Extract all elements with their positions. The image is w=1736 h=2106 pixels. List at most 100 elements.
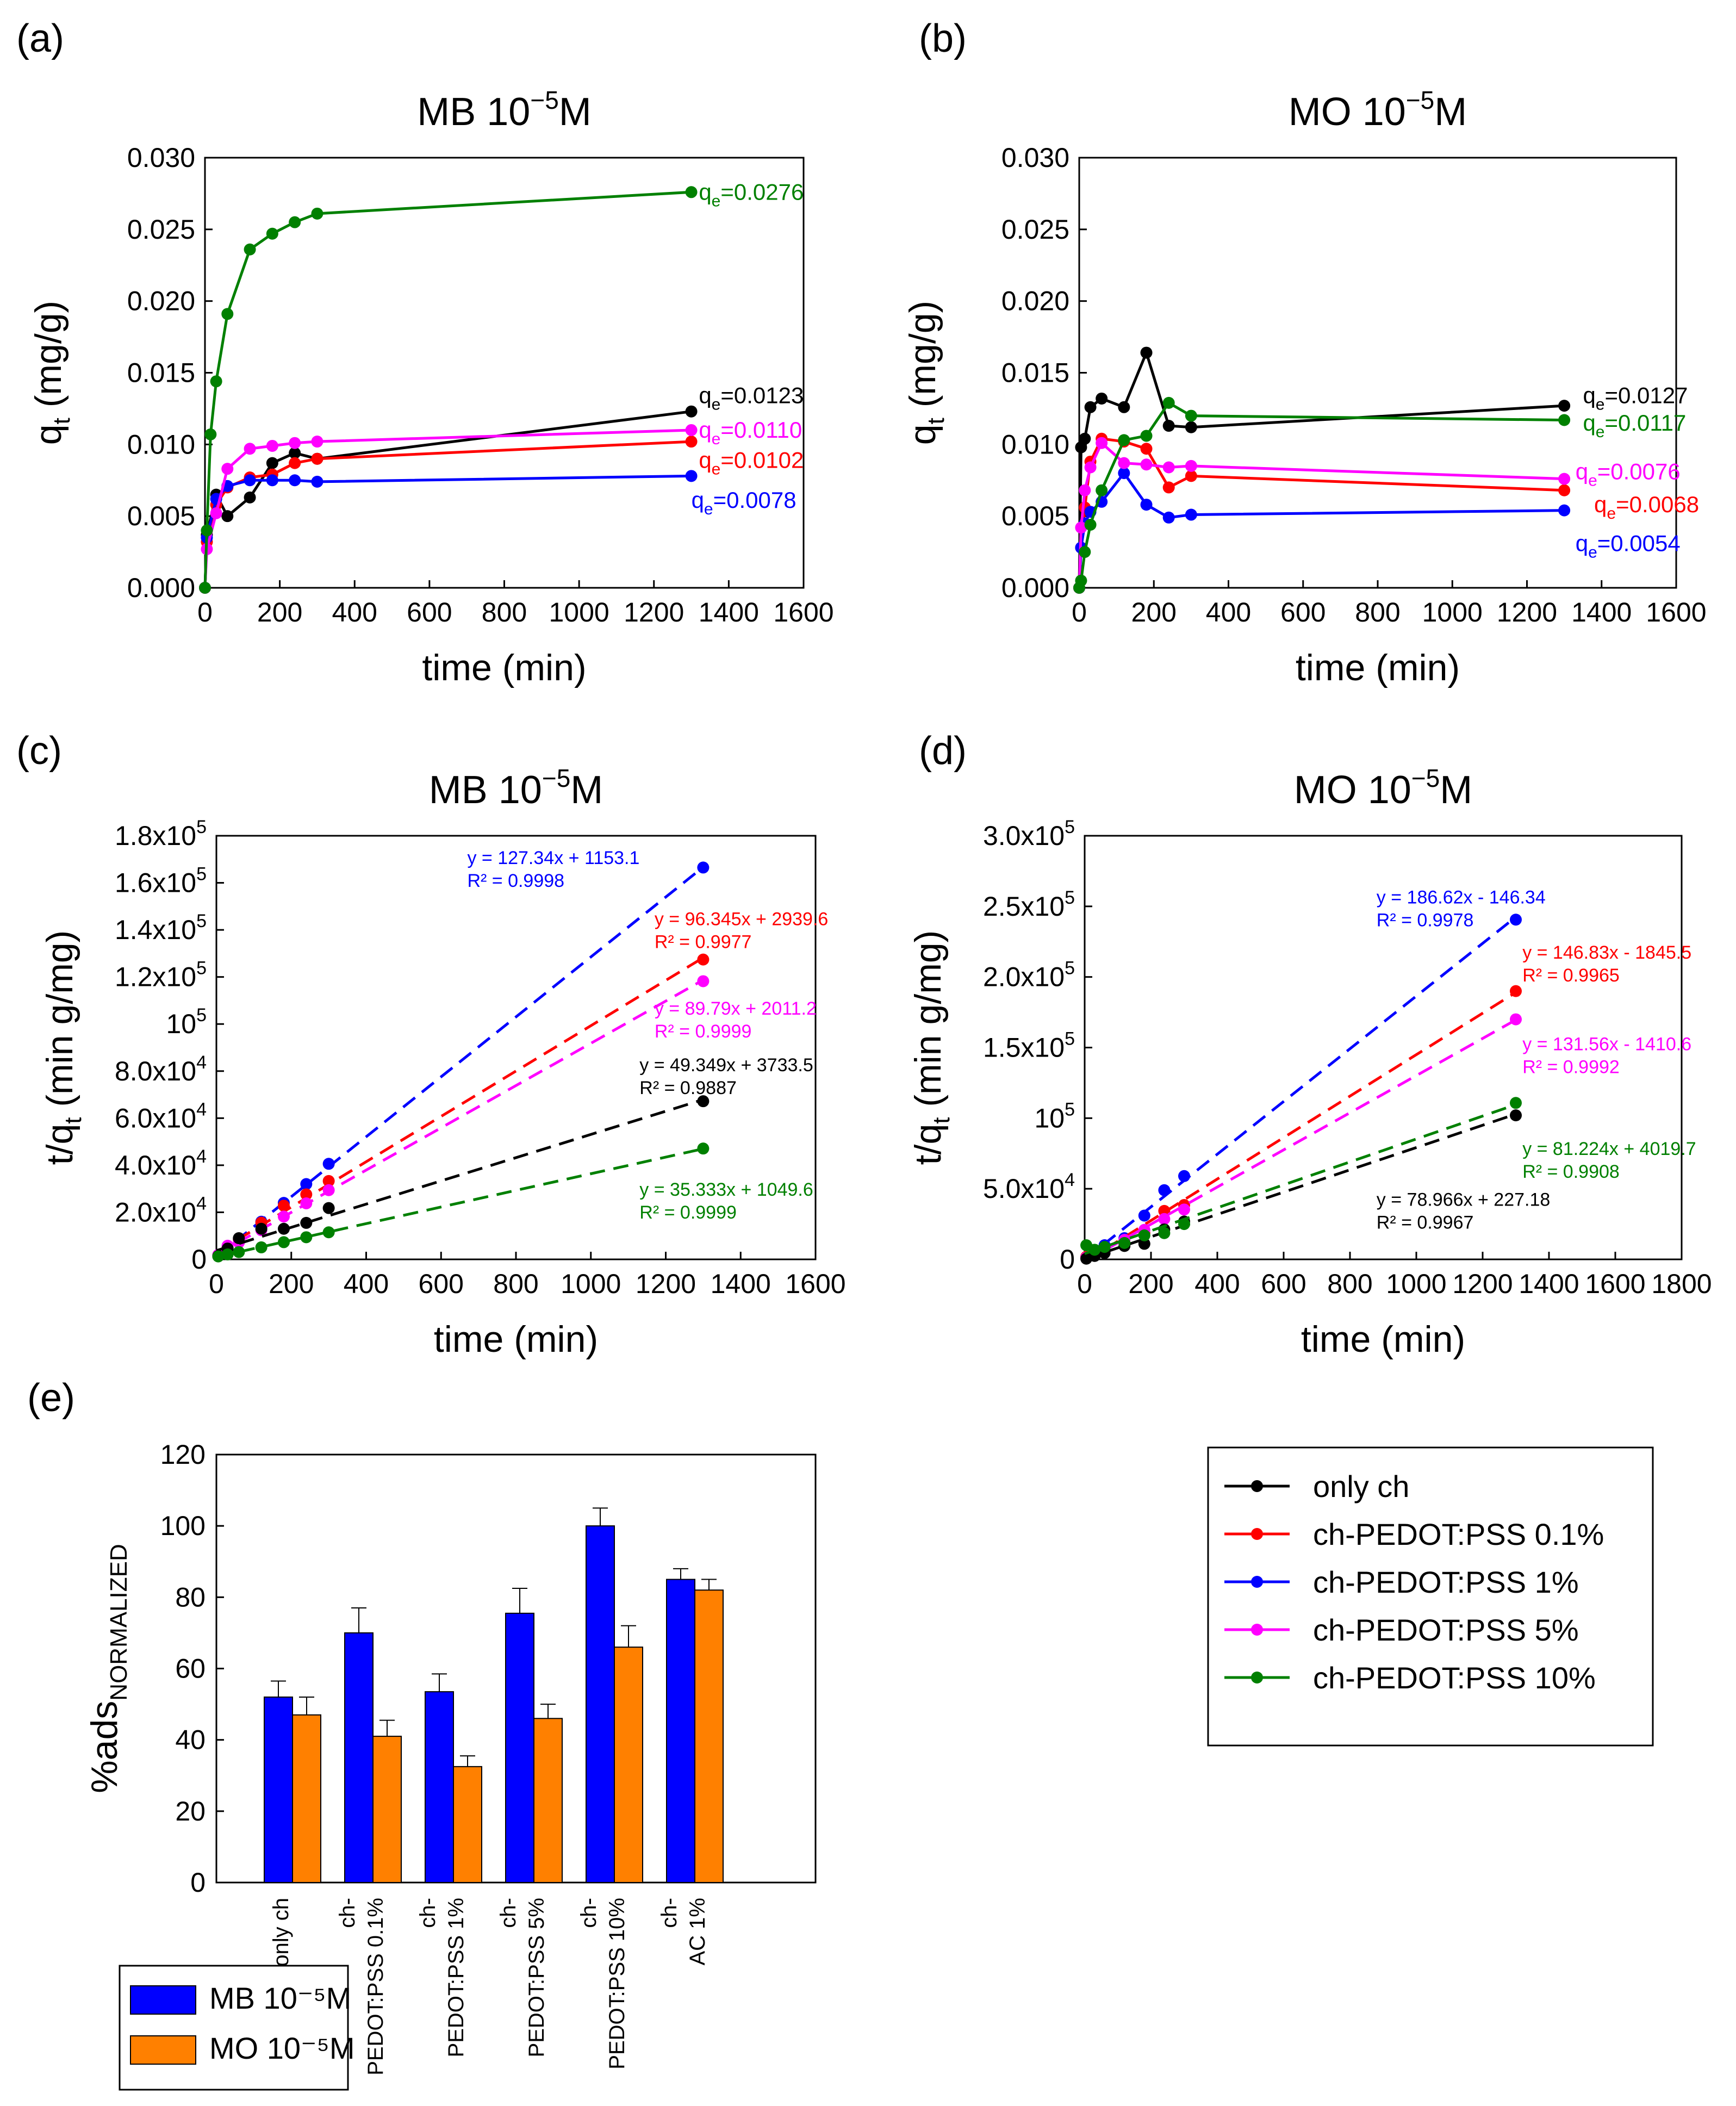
data-point-d-ch-pedot-pss-5--5 [1158, 1213, 1171, 1225]
qe-annotation-b-0: qe=0.0127 [1583, 383, 1688, 414]
data-point-d-ch-pedot-pss-10--2 [1098, 1241, 1111, 1253]
x-tick-label-a-7: 1400 [699, 597, 759, 628]
data-point-b-ch-pedot-pss-5--7 [1162, 461, 1175, 474]
bar-mb-1 [344, 1632, 374, 1884]
data-point-b-only-ch-9 [1558, 400, 1571, 412]
panel-label-b: (b) [919, 17, 967, 60]
fit-line-d-ch-pedot-pss-10- [1084, 1103, 1516, 1255]
bar-legend-label-1: MO 10⁻⁵M [209, 2031, 354, 2065]
data-point-c-only-ch-7 [697, 1095, 710, 1108]
x-tick-label-b-4: 800 [1355, 597, 1400, 628]
x-tick-label-d-4: 800 [1327, 1269, 1372, 1299]
qe-annotation-a-0: qe=0.0276 [699, 179, 804, 210]
qe-annotation-a-4: qe=0.0078 [692, 487, 797, 518]
y-tick-label-e-0: 0 [190, 1867, 206, 1898]
y-axis-label-c: t/qt (min g/mg) [39, 930, 86, 1165]
data-point-c-ch-pedot-pss-1--7 [697, 861, 710, 874]
fit-equation-d-0: y = 186.62x - 146.34 [1377, 887, 1546, 908]
series-line-a-ch-pedot-pss-10- [203, 190, 692, 588]
series-line-b-ch-pedot-pss-10- [1078, 401, 1565, 588]
qe-annotation-b-2: qe=0.0076 [1576, 458, 1681, 489]
data-point-a-only-ch-6 [289, 447, 301, 459]
data-point-d-ch-pedot-pss-10--3 [1118, 1237, 1131, 1249]
fit-r2-c-4: R² = 0.9999 [639, 1202, 737, 1223]
y-tick-label-c-9: 1.8x105 [115, 817, 207, 851]
y-tick-label-b-3: 0.015 [1001, 358, 1069, 388]
panel-label-c: (c) [16, 729, 62, 773]
y-tick-label-d-6: 3.0x105 [983, 817, 1075, 851]
chart-b-qt-mo: MO 10−5M 0 200 400 600 800 1000 1200 1400 1600 0.0… [902, 86, 1707, 688]
data-point-b-ch-pedot-pss-5--9 [1558, 473, 1571, 485]
data-point-d-ch-pedot-pss-10--4 [1138, 1229, 1150, 1241]
data-point-b-only-ch-6 [1140, 346, 1153, 359]
data-point-c-ch-pedot-pss-1--5 [300, 1178, 313, 1190]
data-point-c-ch-pedot-pss-0-1--5 [300, 1188, 313, 1201]
bar-mo-3 [533, 1718, 563, 1883]
y-tick-label-d-2: 105 [1034, 1099, 1075, 1133]
y-tick-label-c-3: 6.0x104 [115, 1099, 207, 1133]
data-point-a-only-ch-8 [685, 405, 698, 418]
fit-line-c-ch-pedot-pss-1- [215, 866, 704, 1258]
data-point-d-ch-pedot-pss-10--7 [1510, 1097, 1522, 1109]
legend-marker-1 [1251, 1528, 1263, 1540]
data-point-d-ch-pedot-pss-10--6 [1178, 1218, 1190, 1231]
qe-annotation-a-3: qe=0.0102 [699, 447, 804, 478]
data-point-c-ch-pedot-pss-0-1--4 [277, 1200, 290, 1212]
y-tick-label-c-2: 4.0x104 [115, 1146, 207, 1181]
data-point-b-ch-pedot-pss-0-1--9 [1558, 484, 1571, 496]
data-point-b-ch-pedot-pss-10--7 [1162, 396, 1175, 409]
x-tick-label-d-8: 1600 [1585, 1269, 1645, 1299]
bar-mb-5 [666, 1579, 695, 1884]
data-point-a-ch-pedot-pss-10--5 [244, 243, 256, 256]
category-label-4-1: PEDOT:PSS 10% [605, 1898, 629, 2070]
x-tick-label-b-0: 0 [1072, 597, 1087, 628]
series-legend: only ch ch-PEDOT:PSS 0.1% ch-PEDOT:PSS 1% c… [1207, 1446, 1654, 1747]
legend-label-0: only ch [1313, 1469, 1409, 1504]
data-point-d-only-ch-4 [1138, 1238, 1150, 1250]
data-point-a-ch-pedot-pss-0-1--6 [289, 457, 301, 469]
data-point-d-ch-pedot-pss-1--6 [1178, 1170, 1190, 1182]
x-tick-label-d-9: 1800 [1651, 1269, 1712, 1299]
data-point-b-ch-pedot-pss-1--5 [1118, 467, 1130, 480]
fit-line-c-ch-pedot-pss-0-1- [215, 956, 704, 1254]
series-line-a-ch-pedot-pss-1- [203, 474, 692, 588]
data-point-b-ch-pedot-pss-10--5 [1118, 434, 1130, 446]
panel-label-a: (a) [16, 17, 64, 60]
data-point-d-ch-pedot-pss-0-1--7 [1510, 985, 1522, 997]
y-tick-label-b-4: 0.020 [1001, 286, 1069, 316]
qe-annotation-a-1: qe=0.0123 [699, 383, 804, 414]
x-tick-label-a-0: 0 [197, 597, 213, 628]
chart-title-d: MO 10−5M [1294, 764, 1473, 812]
data-point-a-ch-pedot-pss-1--7 [311, 475, 323, 488]
data-point-b-ch-pedot-pss-5--1 [1075, 521, 1087, 534]
fit-equation-c-1: y = 96.345x + 2939.6 [655, 909, 828, 929]
data-point-c-ch-pedot-pss-10--6 [322, 1226, 335, 1239]
y-tick-label-d-4: 2.0x105 [983, 958, 1075, 992]
y-tick-label-b-0: 0.000 [1001, 573, 1069, 603]
legend-marker-3 [1251, 1624, 1263, 1636]
data-point-b-ch-pedot-pss-1--9 [1558, 504, 1571, 517]
data-point-b-ch-pedot-pss-0-1--6 [1140, 443, 1153, 455]
data-point-b-ch-pedot-pss-1--7 [1162, 511, 1175, 524]
legend-marker-2 [1251, 1576, 1263, 1588]
y-tick-label-a-4: 0.020 [127, 286, 195, 316]
data-point-a-ch-pedot-pss-10--2 [204, 428, 217, 440]
data-point-b-ch-pedot-pss-10--2 [1079, 546, 1091, 558]
chart-a-qt-mb: MB 10−5M 0 200 400 600 800 1000 1200 1400 1600 0.0… [28, 86, 834, 688]
fit-equation-d-2: y = 131.56x - 1410.6 [1522, 1034, 1691, 1055]
chart-d-kinetics-mo: MO 10−5M 0 200 400 600 800 1000 1200 1400 1600 180… [907, 764, 1712, 1360]
bar-mb-4 [586, 1525, 615, 1884]
data-point-a-ch-pedot-pss-5--2 [210, 507, 222, 519]
data-point-b-only-ch-3 [1084, 401, 1097, 413]
x-tick-label-d-5: 1000 [1386, 1269, 1446, 1299]
x-tick-label-d-7: 1400 [1519, 1269, 1579, 1299]
data-point-c-ch-pedot-pss-5--4 [277, 1210, 290, 1223]
x-tick-label-c-2: 400 [344, 1269, 389, 1299]
bar-mo-4 [614, 1647, 643, 1883]
y-tick-label-b-5: 0.025 [1001, 214, 1069, 245]
legend-label-2: ch-PEDOT:PSS 1% [1313, 1565, 1579, 1599]
data-point-a-ch-pedot-pss-5--5 [266, 439, 278, 452]
data-point-d-ch-pedot-pss-5--6 [1178, 1203, 1190, 1216]
y-tick-label-a-2: 0.010 [127, 429, 195, 459]
data-point-c-ch-pedot-pss-0-1--6 [322, 1175, 335, 1187]
